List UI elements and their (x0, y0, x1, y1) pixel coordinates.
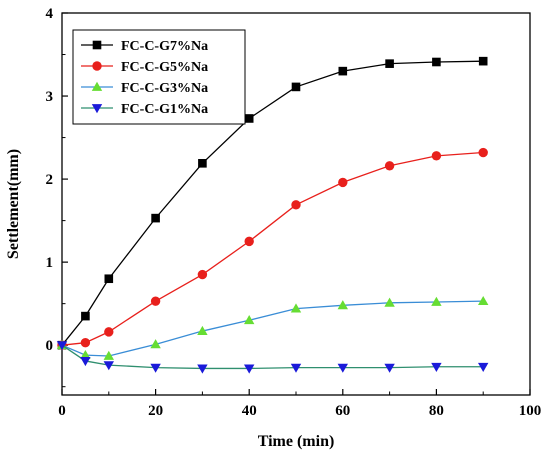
legend-label: FC-C-G5%Na (121, 60, 208, 75)
data-point (244, 236, 254, 247)
legend-label: FC-C-G1%Na (121, 102, 208, 117)
data-point (478, 56, 488, 66)
data-point (431, 362, 442, 372)
data-point (384, 161, 395, 171)
plot-series (56, 56, 489, 374)
series-line (61, 151, 484, 346)
y-tick-label: 2 (46, 172, 54, 188)
series-2 (57, 147, 488, 350)
data-point (151, 213, 160, 223)
x-tick-label: 0 (58, 403, 66, 419)
legend-item: FC-C-G7%Na (81, 39, 208, 54)
data-point (384, 297, 395, 307)
data-point (197, 325, 208, 335)
y-axis-title: Settlement(mm) (5, 149, 22, 259)
legend-label: FC-C-G7%Na (121, 39, 208, 54)
x-tick-label: 40 (242, 403, 257, 419)
legend: FC-C-G7%Na FC-C-G5%Na FC-C-G3%Na FC-C-G1%Na (72, 29, 246, 125)
data-point (104, 274, 114, 284)
data-point (432, 57, 441, 67)
legend-marker (91, 104, 103, 114)
data-point (338, 66, 348, 76)
data-point (478, 295, 489, 306)
series-line (61, 344, 484, 370)
data-point (291, 200, 301, 210)
data-point (338, 177, 348, 188)
data-point (431, 151, 442, 161)
legend-item: FC-C-G1%Na (81, 102, 208, 117)
data-point (290, 363, 302, 373)
data-point (197, 364, 208, 374)
data-point (337, 363, 348, 373)
x-axis-title: Time (min) (258, 433, 335, 450)
y-tick-label: 1 (46, 255, 54, 271)
legend-item: FC-C-G3%Na (81, 81, 208, 96)
x-tick-label: 20 (148, 403, 163, 419)
series-1 (57, 56, 488, 350)
y-tick-label: 3 (46, 89, 54, 105)
legend-label: FC-C-G3%Na (121, 81, 208, 96)
data-point (104, 327, 114, 337)
data-point (337, 300, 348, 310)
legend-marker (92, 61, 102, 71)
series-line (61, 300, 484, 357)
x-tick-label: 60 (335, 403, 350, 419)
data-point (80, 357, 91, 367)
data-point (244, 315, 255, 325)
y-tick-label: 0 (46, 338, 54, 354)
data-point (244, 364, 255, 374)
x-tick-label: 100 (519, 403, 542, 419)
data-point (150, 363, 161, 373)
legend-marker (91, 81, 103, 91)
data-point (81, 311, 90, 321)
axes: 0 20 40 60 80 100 0 1 2 3 4 (46, 6, 542, 419)
data-point (290, 303, 302, 313)
x-tick-label: 80 (429, 403, 444, 419)
data-point (56, 341, 68, 351)
legend-marker (92, 40, 102, 50)
data-point (80, 337, 91, 348)
data-point (150, 296, 161, 306)
data-point (103, 361, 114, 371)
data-point (384, 363, 395, 373)
data-point (478, 147, 488, 158)
legend-item: FC-C-G5%Na (81, 60, 208, 75)
data-point (197, 269, 208, 280)
data-point (385, 59, 394, 68)
data-point (103, 350, 114, 360)
data-point (478, 362, 489, 372)
data-point (150, 339, 161, 349)
data-point (431, 296, 442, 306)
data-point (291, 82, 301, 92)
data-point (244, 114, 254, 123)
y-tick-label: 4 (46, 6, 54, 22)
series-3 (56, 295, 489, 360)
data-point (198, 159, 207, 168)
data-point (80, 349, 91, 360)
series-4 (56, 341, 489, 374)
